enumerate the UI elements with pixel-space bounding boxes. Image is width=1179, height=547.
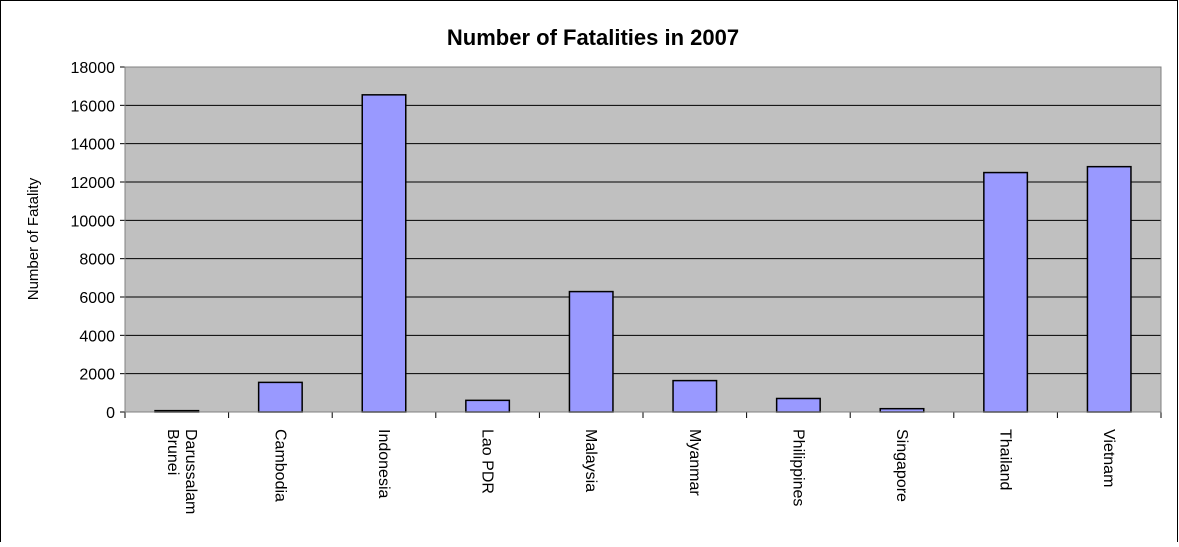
y-tick-label: 14000 [71,137,116,154]
x-tick-label: Lao PDR [479,429,496,494]
plot-area: 0 2000 4000 6000 8000 10000 12000 14000 16000 180… [71,60,1162,514]
bar [568,290,614,413]
x-tick-label: Malaysia [582,429,599,492]
y-tick-label: 2000 [79,367,115,384]
y-axis-label: Number of Fatality [25,177,42,300]
x-tick-label: Cambodia [271,429,288,502]
bar [983,171,1029,413]
plot-border [124,66,1162,413]
y-tick-label: 8000 [79,252,115,269]
x-tick-label: Myanmar [686,429,703,496]
bar [361,94,407,413]
x-tick-label: Philippines [789,429,806,506]
y-tick-label: 4000 [79,328,115,345]
bar [672,379,718,413]
y-tick-label: 18000 [71,60,116,77]
bar [465,399,511,413]
x-tick-label: Singapore [893,429,910,502]
x-tick-label: Vietnam [1100,429,1117,487]
y-tick-label: 16000 [71,98,116,115]
y-tick-label: 0 [106,405,115,422]
x-tick-label: Brunei [164,429,181,475]
y-tick-label: 10000 [71,213,116,230]
bar [257,381,303,413]
y-tick-label: 12000 [71,175,116,192]
bar [775,397,821,413]
x-tick-label: Darussalam [182,429,199,514]
x-tick-label: Indonesia [375,429,392,498]
bar [1086,165,1132,413]
x-tick-label: Thailand [997,429,1014,490]
y-tick-label: 6000 [79,290,115,307]
chart-title: Number of Fatalities in 2007 [447,25,739,50]
